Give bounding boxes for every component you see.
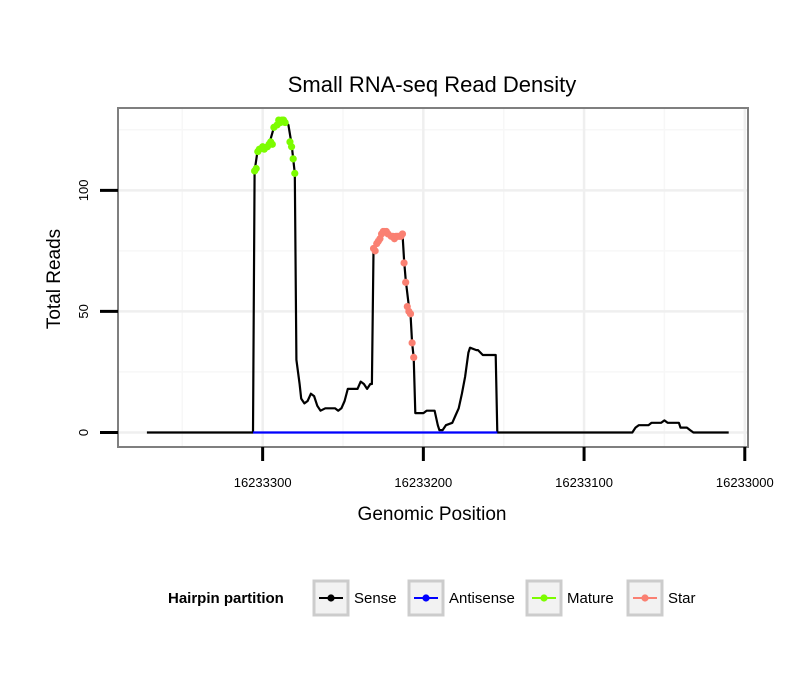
data-point-mature [291,169,299,177]
legend-key-point [422,594,430,602]
data-point-star [371,247,379,255]
series-layer [146,116,729,434]
legend-label-star: Star [668,590,696,607]
legend-key-point [327,594,335,602]
data-point-star [398,230,407,238]
panel-background [118,108,748,447]
data-point-mature [252,164,260,173]
legend-label-mature: Mature [567,590,614,607]
y-axis-title: Total Reads [44,229,65,329]
x-tick-label: 16233000 [716,475,774,490]
data-point-star [410,353,418,362]
y-tick-label: 0 [76,429,91,436]
data-point-star [402,278,410,286]
x-tick-label: 16233300 [234,475,292,490]
data-point-star [406,310,415,318]
plot-panel [118,108,748,447]
legend-key-point [540,594,548,602]
panel-border [117,107,749,448]
legend-key-point [641,594,649,602]
data-point-mature [281,118,289,127]
x-axis-title: Genomic Position [358,504,507,525]
data-point-star [400,259,408,267]
y-tick-label: 100 [76,179,91,201]
legend-label-antisense: Antisense [449,590,515,607]
data-point-mature [268,140,276,148]
y-tick-label: 50 [76,304,91,318]
x-tick-label: 16233100 [555,475,613,490]
axis-ticks: 16233300 16233200 16233100 16233000 0 50 100 [76,179,774,490]
legend-label-sense: Sense [354,590,397,607]
legend: Hairpin partition Sense Antisense Mature St… [168,579,696,617]
data-point-mature [287,143,296,151]
legend-title: Hairpin partition [168,590,284,607]
data-point-mature [289,155,297,163]
chart-title: Small RNA-seq Read Density [288,72,577,97]
x-tick-label: 16233200 [394,475,452,490]
data-point-star [408,339,416,347]
